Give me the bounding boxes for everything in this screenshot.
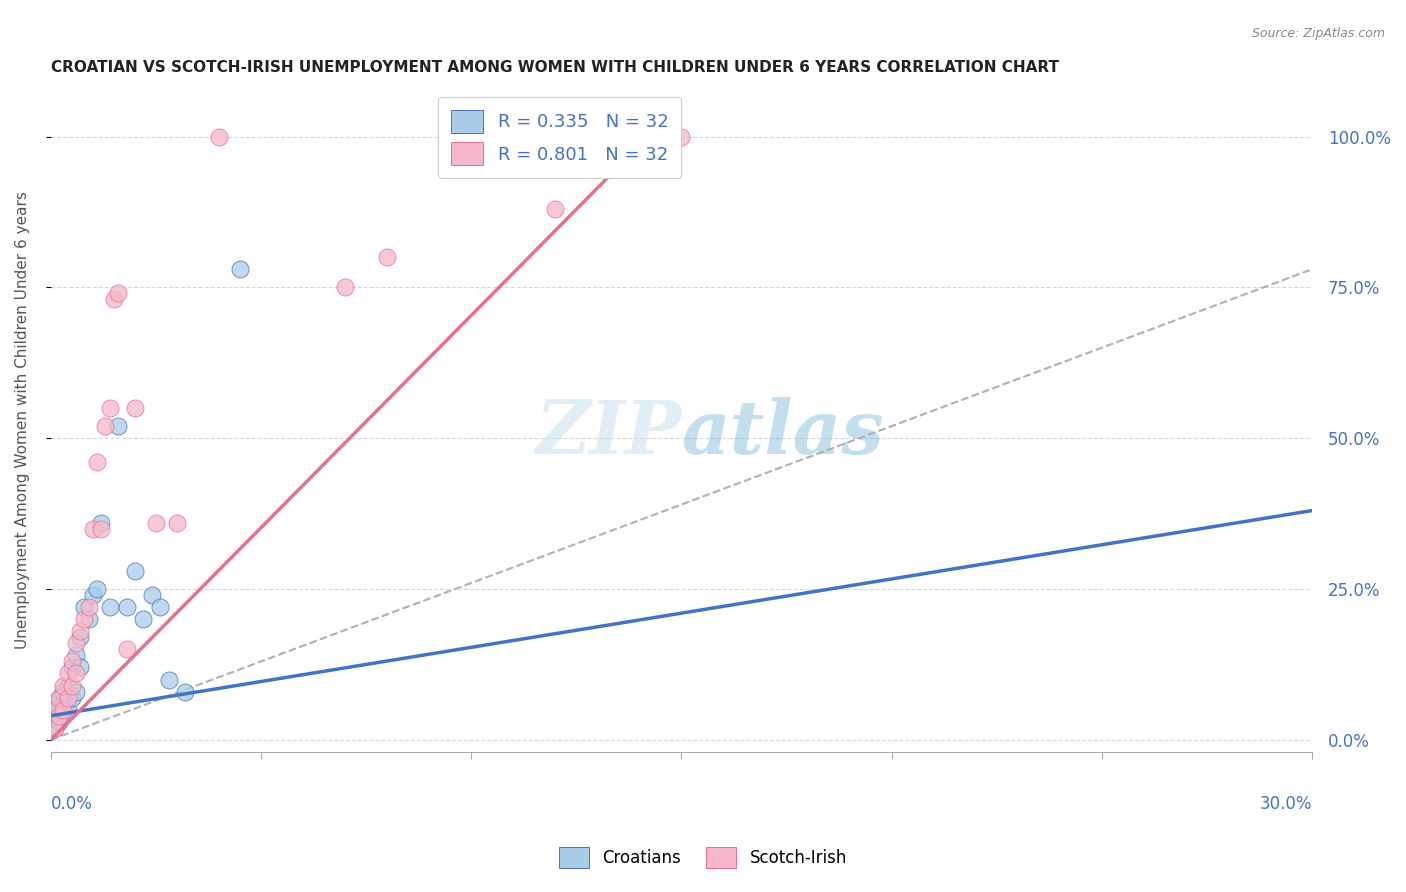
Point bbox=[65, 684, 87, 698]
Point bbox=[56, 690, 79, 705]
Point bbox=[124, 564, 146, 578]
Point bbox=[48, 708, 70, 723]
Point bbox=[107, 286, 129, 301]
Point bbox=[141, 588, 163, 602]
Point bbox=[44, 703, 66, 717]
Point bbox=[149, 600, 172, 615]
Point bbox=[52, 684, 75, 698]
Point bbox=[56, 703, 79, 717]
Point bbox=[52, 708, 75, 723]
Point bbox=[90, 516, 112, 530]
Point bbox=[460, 129, 482, 144]
Point bbox=[157, 673, 180, 687]
Point bbox=[82, 588, 104, 602]
Point bbox=[115, 600, 138, 615]
Text: atlas: atlas bbox=[682, 397, 884, 469]
Point bbox=[60, 679, 83, 693]
Point bbox=[52, 703, 75, 717]
Point bbox=[48, 690, 70, 705]
Point bbox=[124, 401, 146, 415]
Text: Source: ZipAtlas.com: Source: ZipAtlas.com bbox=[1251, 27, 1385, 40]
Text: ZIP: ZIP bbox=[536, 397, 682, 469]
Point bbox=[52, 679, 75, 693]
Point bbox=[86, 582, 108, 596]
Point bbox=[73, 612, 96, 626]
Point bbox=[44, 697, 66, 711]
Y-axis label: Unemployment Among Women with Children Under 6 years: Unemployment Among Women with Children U… bbox=[15, 191, 30, 649]
Point bbox=[56, 666, 79, 681]
Point bbox=[44, 708, 66, 723]
Point bbox=[544, 202, 567, 216]
Point bbox=[60, 660, 83, 674]
Point bbox=[375, 250, 398, 264]
Point bbox=[69, 630, 91, 644]
Point bbox=[65, 648, 87, 663]
Point bbox=[77, 612, 100, 626]
Point bbox=[60, 690, 83, 705]
Point bbox=[145, 516, 167, 530]
Point bbox=[44, 721, 66, 735]
Point bbox=[333, 280, 356, 294]
Point bbox=[98, 401, 121, 415]
Point bbox=[82, 522, 104, 536]
Point bbox=[94, 419, 117, 434]
Point bbox=[44, 721, 66, 735]
Text: 30.0%: 30.0% bbox=[1260, 795, 1312, 813]
Text: 0.0%: 0.0% bbox=[51, 795, 93, 813]
Point bbox=[103, 293, 125, 307]
Point bbox=[69, 624, 91, 639]
Point bbox=[52, 697, 75, 711]
Point bbox=[48, 703, 70, 717]
Point bbox=[65, 636, 87, 650]
Point bbox=[48, 714, 70, 729]
Point bbox=[60, 654, 83, 668]
Point bbox=[73, 600, 96, 615]
Point bbox=[77, 600, 100, 615]
Point bbox=[166, 516, 188, 530]
Text: CROATIAN VS SCOTCH-IRISH UNEMPLOYMENT AMONG WOMEN WITH CHILDREN UNDER 6 YEARS CO: CROATIAN VS SCOTCH-IRISH UNEMPLOYMENT AM… bbox=[51, 60, 1059, 75]
Point bbox=[90, 522, 112, 536]
Point bbox=[115, 642, 138, 657]
Point bbox=[48, 690, 70, 705]
Legend: R = 0.335   N = 32, R = 0.801   N = 32: R = 0.335 N = 32, R = 0.801 N = 32 bbox=[439, 97, 681, 178]
Point bbox=[174, 684, 197, 698]
Point bbox=[69, 660, 91, 674]
Point bbox=[671, 129, 693, 144]
Point bbox=[132, 612, 155, 626]
Point bbox=[208, 129, 231, 144]
Point bbox=[86, 455, 108, 469]
Point bbox=[65, 666, 87, 681]
Point bbox=[56, 679, 79, 693]
Point bbox=[229, 262, 252, 277]
Legend: Croatians, Scotch-Irish: Croatians, Scotch-Irish bbox=[553, 840, 853, 875]
Point bbox=[107, 419, 129, 434]
Point bbox=[98, 600, 121, 615]
